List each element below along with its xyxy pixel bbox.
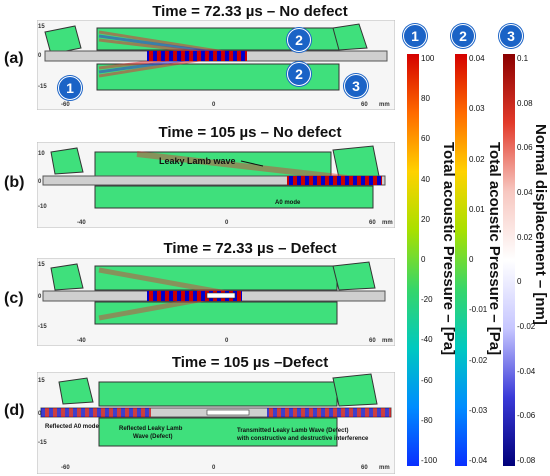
colorbar-tick: 0 <box>517 277 522 287</box>
colorbar-tick: -60 <box>421 375 433 385</box>
annotation-reflected-a0: Reflected A0 mode <box>45 424 99 430</box>
panel-label: (b) <box>4 174 25 191</box>
panel-b: Time = 105 µs – No defect (b) 10 0 -10 -… <box>0 118 400 231</box>
y-tick: -10 <box>38 204 47 210</box>
colorbar-tick: -0.01 <box>469 305 488 315</box>
y-tick: 0 <box>38 294 42 300</box>
colorbar-tick: 0 <box>421 255 426 264</box>
y-tick: 10 <box>38 151 45 157</box>
panel-d: Time = 105 µs –Defect (d) 15 0 -15 -60 0… <box>0 352 400 476</box>
badge: 2 <box>451 24 475 48</box>
colorbar-title: Normal displacement – [nm] <box>532 124 549 325</box>
badge: 3 <box>499 24 523 48</box>
colorbar-tick: -100 <box>421 456 438 465</box>
colorbar-tick: 0 <box>469 255 474 264</box>
y-tick: 15 <box>38 262 45 268</box>
colorbar-tick: -0.06 <box>517 411 536 421</box>
colorbar-tick: -20 <box>421 295 433 305</box>
panel-label: (c) <box>4 290 24 307</box>
y-tick: -15 <box>38 324 47 330</box>
y-tick: 15 <box>38 378 45 384</box>
colorbar-tick: -0.02 <box>469 355 488 365</box>
colorbar-tick: -0.03 <box>469 405 488 415</box>
x-tick: -40 <box>77 220 86 226</box>
colorbar-tick: 80 <box>421 94 430 104</box>
x-tick: 0 <box>225 220 229 226</box>
x-tick: 60 <box>361 465 368 471</box>
x-tick: -60 <box>61 102 70 108</box>
colorbar-gradient <box>455 54 467 466</box>
colorbar-tick: 0.02 <box>517 232 533 242</box>
badge: 1 <box>58 76 82 100</box>
x-tick: -60 <box>61 465 70 471</box>
panel-a: Time = 72.33 µs – No defect (a) 15 0 -15… <box>0 0 400 113</box>
colorbar-gradient <box>407 54 419 466</box>
colorbar-tick: 0.1 <box>517 54 529 63</box>
panel-title: Time = 72.33 µs – Defect <box>163 240 337 257</box>
annotation-reflected-leaky: Reflected Leaky Lamb <box>119 426 183 432</box>
colorbar-tick: -40 <box>421 335 433 345</box>
colorbar-tick: -0.08 <box>517 456 536 465</box>
annotation-leaky-lamb: Leaky Lamb wave <box>159 156 236 166</box>
x-unit: mm <box>382 220 393 226</box>
colorbar-tick: -0.04 <box>517 366 536 376</box>
panel-title: Time = 105 µs – No defect <box>158 124 342 141</box>
wavefield <box>98 30 247 78</box>
colorbar-tick: 0.06 <box>517 143 533 153</box>
y-tick: 0 <box>38 411 42 417</box>
colorbar-tick: -0.02 <box>517 322 536 331</box>
colorbar-3: 3 0.1 0.08 0.06 0.04 0.02 0 -0.02 -0.04 -0.06 -0.… <box>499 20 550 476</box>
x-tick: 60 <box>361 102 368 108</box>
colorbar-tick: 0.04 <box>517 188 533 197</box>
x-unit: mm <box>379 102 390 108</box>
y-tick: 0 <box>38 179 42 185</box>
panel-label: (a) <box>4 50 24 67</box>
simulation-plot: 15 0 -15 -60 0 60 mm Reflected A0 mode R… <box>37 372 395 474</box>
simulation-plot: 15 0 -15 -60 0 60 mm <box>37 20 395 110</box>
colorbar-tick: 0.03 <box>469 104 485 114</box>
x-unit: mm <box>382 338 393 344</box>
annotation-transmitted: Transmitted Leaky Lamb Wave (Defect) <box>237 428 348 434</box>
colorbar-tick: 0.04 <box>469 54 485 63</box>
colorbar-1: 1 100 80 60 40 20 0 -20 -40 -60 -80 -100 Total aco… <box>403 20 457 476</box>
colorbar-tick: 0.02 <box>469 154 485 164</box>
badge: 2 <box>287 28 311 52</box>
colorbar-tick: 40 <box>421 174 430 184</box>
panel-c: Time = 72.33 µs – Defect (c) 15 0 -15 -4… <box>0 236 400 349</box>
colorbar-tick: 0.01 <box>469 204 485 214</box>
panel-title: Time = 105 µs –Defect <box>171 354 329 371</box>
badge: 2 <box>287 62 311 86</box>
colorbar-tick: 0.08 <box>517 98 533 108</box>
badge: 1 <box>403 24 427 48</box>
simulation-plot: 15 0 -15 -40 0 60 mm <box>37 258 395 346</box>
x-tick: 60 <box>369 220 376 226</box>
simulation-plot: 10 0 -10 -40 0 60 mm Leaky Lamb wave A0 … <box>37 142 395 228</box>
y-tick: 15 <box>38 24 45 30</box>
x-tick: 0 <box>212 465 216 471</box>
annotation-transmitted: with constructive and destructive interf… <box>236 436 369 442</box>
panel-title: Time = 72.33 µs – No defect <box>152 3 348 20</box>
colorbar-gradient <box>503 54 515 466</box>
panel-label: (d) <box>4 402 25 419</box>
colorbar-tick: 100 <box>421 54 435 63</box>
x-tick: 0 <box>225 338 229 344</box>
x-tick: 60 <box>369 338 376 344</box>
annotation-reflected-leaky: Wave (Defect) <box>133 434 172 440</box>
colorbar-2: 2 0.04 0.03 0.02 0.01 0 -0.01 -0.02 -0.03 -0.04 … <box>451 20 505 476</box>
colorbar-title: Total acoustic Pressure – [Pa] <box>486 142 503 356</box>
y-tick: 0 <box>38 53 42 59</box>
badge: 3 <box>344 74 368 98</box>
y-tick: -15 <box>38 84 47 90</box>
colorbar-tick: -0.04 <box>469 456 488 465</box>
x-tick: -40 <box>77 338 86 344</box>
colorbar-tick: -80 <box>421 415 433 425</box>
y-tick: -15 <box>38 440 47 446</box>
colorbar-tick: 60 <box>421 134 430 144</box>
annotation-a0: A0 mode <box>275 200 301 206</box>
x-unit: mm <box>379 465 390 471</box>
x-tick: 0 <box>212 102 216 108</box>
colorbar-tick: 20 <box>421 214 430 224</box>
